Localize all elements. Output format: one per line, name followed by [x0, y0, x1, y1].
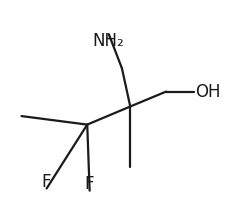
Text: F: F — [42, 173, 51, 191]
Text: F: F — [85, 175, 94, 193]
Text: OH: OH — [195, 83, 220, 101]
Text: NH₂: NH₂ — [93, 32, 125, 50]
